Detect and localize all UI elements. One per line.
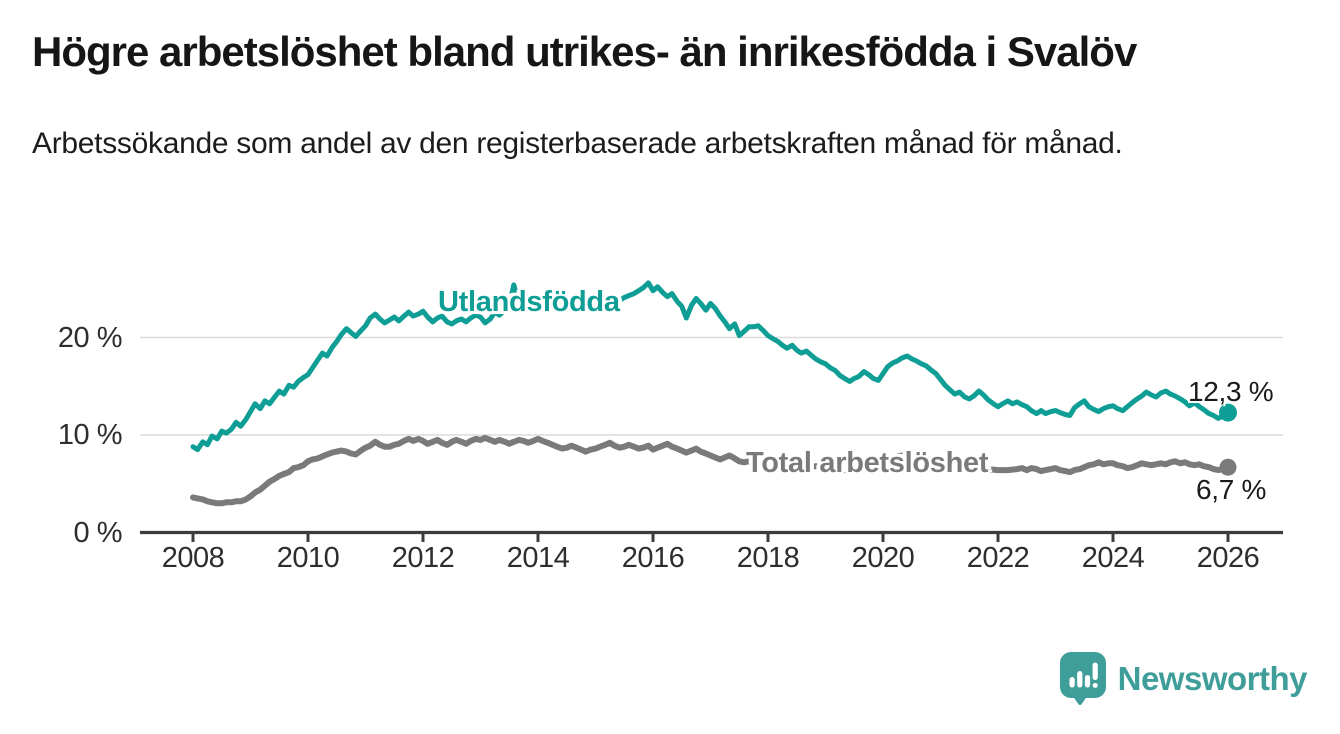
end-value-label-total-arbetsloshet: 6,7 % xyxy=(1196,474,1267,505)
page-title: Högre arbetslöshet bland utrikes- än inr… xyxy=(32,28,1137,75)
newsworthy-logo-icon xyxy=(1059,652,1106,706)
series-label-utlandsfodda: Utlandsfödda xyxy=(438,286,620,318)
x-tick-label: 2024 xyxy=(1081,542,1145,574)
series-label-total-arbetsloshet: Total arbetslöshet xyxy=(746,447,989,479)
x-tick-label: 2026 xyxy=(1196,542,1260,574)
end-value-label-utlandsfodda: 12,3 % xyxy=(1188,376,1274,407)
newsworthy-logo-text: Newsworthy xyxy=(1117,659,1308,697)
y-tick-label: 0 % xyxy=(73,516,123,549)
newsworthy-logo: Newsworthy xyxy=(1059,651,1308,706)
x-tick-label: 2012 xyxy=(391,542,455,574)
x-tick-label: 2016 xyxy=(621,542,685,574)
x-tick-label: 2020 xyxy=(851,542,915,574)
page-subtitle: Arbetssökande som andel av den registerb… xyxy=(32,127,1123,160)
x-tick-label: 2022 xyxy=(966,542,1030,574)
x-tick-label: 2018 xyxy=(736,542,800,574)
x-tick-label: 2014 xyxy=(506,542,570,574)
y-tick-label: 10 % xyxy=(57,419,123,451)
x-tick-label: 2008 xyxy=(161,542,225,574)
y-tick-label: 20 % xyxy=(57,321,123,354)
x-tick-label: 2010 xyxy=(276,542,340,574)
